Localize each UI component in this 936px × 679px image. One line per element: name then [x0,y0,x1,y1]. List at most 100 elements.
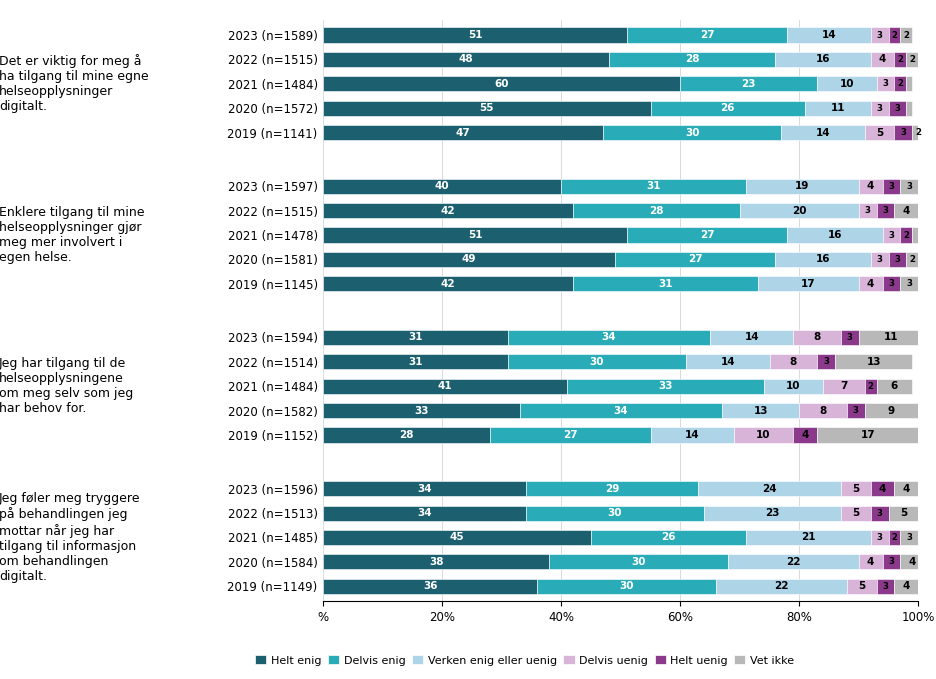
Text: 4: 4 [901,581,909,591]
Text: 14: 14 [684,430,699,440]
Bar [680,76,816,92]
Bar [887,530,899,545]
Bar [864,403,917,418]
Text: 13: 13 [753,405,767,416]
Bar [739,203,857,218]
Text: 27: 27 [687,255,702,264]
Text: 3: 3 [882,206,887,215]
Text: 23: 23 [765,508,779,518]
Text: 2: 2 [902,31,909,39]
Bar [905,76,912,92]
Bar [887,506,917,521]
Bar [507,330,709,345]
Bar [323,354,507,369]
Text: 5: 5 [857,581,865,591]
Bar [876,76,894,92]
Bar [857,276,882,291]
Text: 29: 29 [604,483,619,494]
Bar [899,530,917,545]
Text: 34: 34 [417,483,431,494]
Text: 14: 14 [720,357,735,367]
Text: 13: 13 [866,357,880,367]
Text: 5: 5 [851,508,858,518]
Text: 5: 5 [899,508,906,518]
Text: Jeg føler meg tryggere
på behandlingen jeg
mottar når jeg har
tilgang til inform: Jeg føler meg tryggere på behandlingen j… [0,492,140,583]
Text: 26: 26 [720,103,735,113]
Bar [323,179,561,194]
Bar [323,27,626,43]
Bar [323,403,519,418]
Text: 4: 4 [878,483,885,494]
Text: 14: 14 [743,333,758,342]
Text: 4: 4 [866,181,873,191]
Text: 33: 33 [657,382,672,391]
Text: 60: 60 [494,79,508,89]
Text: 42: 42 [441,206,455,216]
Text: 16: 16 [815,54,829,65]
Bar [323,481,525,496]
Text: 11: 11 [830,103,844,113]
Text: 4: 4 [908,557,915,567]
Text: 3: 3 [887,182,894,191]
Text: 6: 6 [890,382,897,391]
Bar [834,354,912,369]
Text: 27: 27 [699,30,713,40]
Text: 24: 24 [761,483,776,494]
Text: 11: 11 [884,333,898,342]
Legend: Helt enig, Delvis enig, Verken enig eller uenig, Delvis uenig, Helt uenig, Vet i: Helt enig, Delvis enig, Verken enig elle… [251,650,797,670]
Bar [626,27,786,43]
Bar [905,100,912,115]
Bar [745,179,857,194]
Bar [870,252,887,267]
Text: 2: 2 [897,55,902,64]
Bar [775,52,870,67]
Text: 20: 20 [791,206,806,216]
Text: 10: 10 [785,382,799,391]
Text: 40: 40 [434,181,449,191]
Bar [323,276,573,291]
Bar [323,252,614,267]
Text: Jeg har tilgang til de
helseopplysningene
om meg selv som jeg
har behov for.: Jeg har tilgang til de helseopplysningen… [0,357,133,416]
Bar [721,403,798,418]
Bar [566,379,763,394]
Bar [894,125,912,140]
Text: 31: 31 [646,181,660,191]
Text: 3: 3 [899,128,905,137]
Bar [591,530,745,545]
Bar [870,481,894,496]
Text: 3: 3 [894,104,899,113]
Bar [905,52,917,67]
Bar [857,203,876,218]
Text: 16: 16 [815,255,829,264]
Text: 21: 21 [800,532,814,543]
Bar [846,403,864,418]
Bar [816,354,834,369]
Bar [905,252,917,267]
Text: 4: 4 [800,430,808,440]
Text: 28: 28 [399,430,414,440]
Bar [887,100,905,115]
Text: 55: 55 [479,103,493,113]
Text: 3: 3 [887,231,894,240]
Bar [882,227,899,242]
Bar [715,579,846,594]
Text: 51: 51 [467,30,482,40]
Bar [870,27,887,43]
Bar [840,330,857,345]
Text: 49: 49 [461,255,475,264]
Text: 2: 2 [914,128,920,137]
Bar [899,554,923,570]
Bar [912,125,923,140]
Text: 22: 22 [785,557,799,567]
Bar [323,330,507,345]
Bar [899,27,912,43]
Bar [816,76,876,92]
Bar [323,579,537,594]
Text: 31: 31 [408,333,422,342]
Bar [537,579,715,594]
Text: 4: 4 [866,557,873,567]
Text: 5: 5 [875,128,883,138]
Bar [899,227,912,242]
Bar [876,203,894,218]
Text: 34: 34 [601,333,616,342]
